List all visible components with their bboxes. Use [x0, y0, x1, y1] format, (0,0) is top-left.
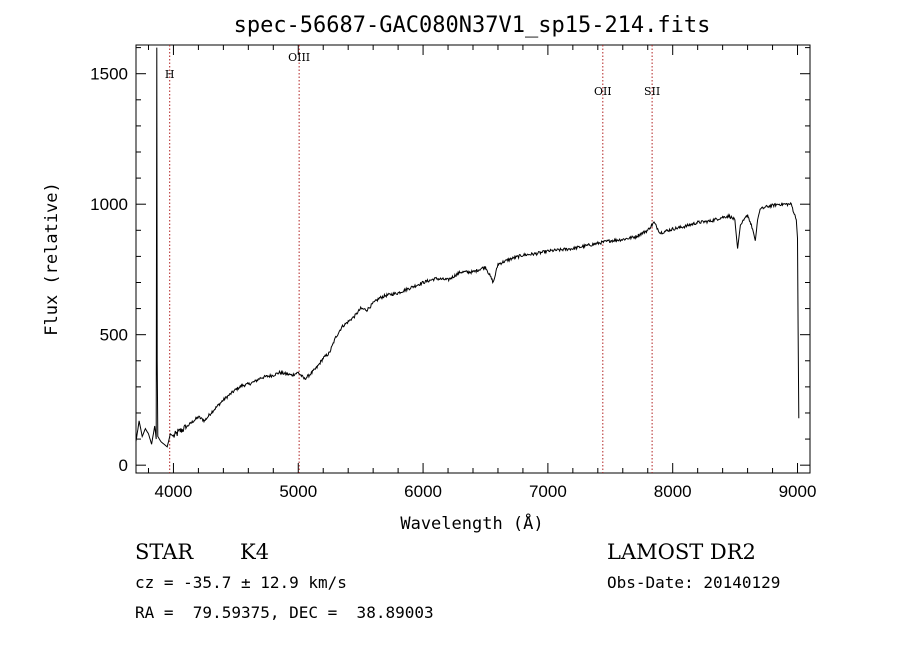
x-tick-label: 9000	[779, 482, 817, 501]
annotation-label: H	[165, 68, 175, 81]
spectrum-line	[135, 47, 800, 448]
x-axis-label: Wavelength (Å)	[400, 512, 543, 534]
annotation-label: OII	[594, 85, 612, 98]
survey-label: LAMOST DR2	[607, 540, 756, 564]
y-axis-ticks: 0 500 1000 1500	[90, 47, 810, 475]
annotation-label: OIII	[288, 51, 310, 64]
annotation-label: SII	[644, 85, 660, 98]
plot-frame	[135, 44, 811, 474]
line-annotations: H OIII OII SII	[165, 45, 660, 473]
x-tick-label: 8000	[654, 482, 692, 501]
chart-title: spec-56687-GAC080N37V1_sp15-214.fits	[234, 13, 711, 38]
object-class: STAR	[135, 540, 194, 564]
y-tick-label: 1000	[90, 195, 128, 214]
y-tick-label: 0	[119, 456, 128, 475]
x-tick-label: 7000	[529, 482, 567, 501]
x-tick-label: 5000	[279, 482, 317, 501]
x-tick-label: 6000	[404, 482, 442, 501]
x-tick-label: 4000	[155, 482, 193, 501]
y-tick-label: 500	[100, 326, 128, 345]
redshift-text: cz = -35.7 ± 12.9 km/s	[135, 573, 347, 592]
y-tick-label: 1500	[90, 65, 128, 84]
object-subclass: K4	[240, 540, 270, 564]
coords-text: RA = 79.59375, DEC = 38.89003	[135, 603, 434, 622]
x-axis-ticks: 4000 5000 6000 7000 8000 9000	[147, 45, 817, 501]
obs-date-text: Obs-Date: 20140129	[607, 573, 781, 592]
y-axis-label: Flux (relative)	[42, 182, 62, 336]
